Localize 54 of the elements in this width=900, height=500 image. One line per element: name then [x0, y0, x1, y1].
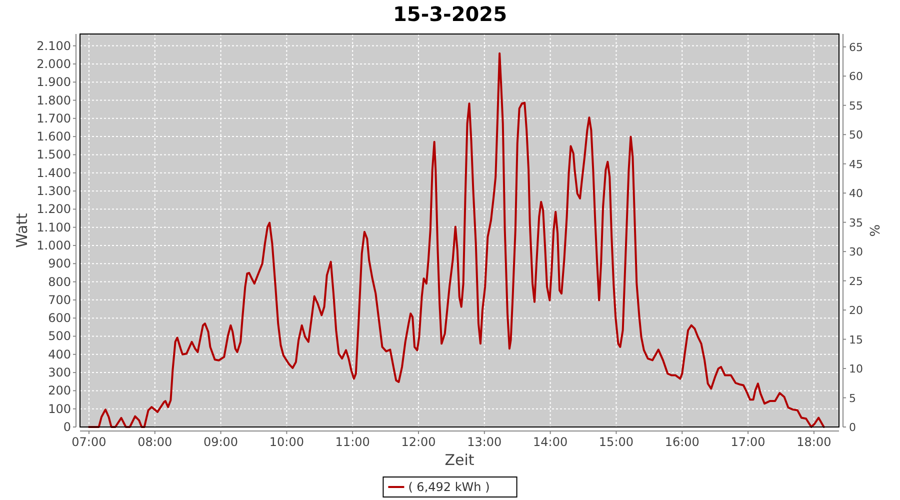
y2-tick-label: 0 [849, 421, 856, 434]
x-tick-label: 17:00 [730, 435, 766, 449]
y-tick-label: 500 [48, 329, 71, 344]
chart-title: 15-3-2025 [392, 2, 508, 26]
x-tick-label: 13:00 [467, 435, 502, 449]
y2-tick-label: 35 [849, 216, 863, 230]
y-tick-label: 300 [48, 366, 71, 380]
y-tick-label: 1.700 [36, 111, 71, 126]
y2-tick-label: 55 [849, 99, 863, 112]
y2-tick-label: 20 [849, 304, 863, 318]
x-tick-label: 09:00 [203, 435, 238, 449]
y-tick-label: 1.900 [36, 75, 71, 90]
x-tick-label: 10:00 [269, 435, 304, 449]
y2-tick-label: 50 [849, 128, 863, 142]
line-series [88, 52, 825, 428]
y-tick-label: 700 [48, 292, 71, 307]
y-tick-label: 2.000 [36, 56, 71, 71]
y-tick-label: 200 [48, 384, 71, 398]
y-tick-label: 1.400 [36, 166, 71, 180]
y-tick-label: 1.300 [36, 184, 71, 198]
y2-axis-title: % [866, 224, 881, 237]
y-tick-label: 1.100 [36, 220, 71, 234]
x-tick-label: 12:00 [401, 435, 436, 449]
y-tick-label: 100 [48, 402, 71, 416]
y2-tick-label: 65 [849, 40, 863, 54]
x-tick-label: 15:00 [598, 435, 634, 449]
y-tick-label: 900 [48, 256, 71, 271]
y-tick-label: 0 [63, 420, 71, 434]
y-tick-label: 1.200 [36, 202, 71, 216]
y-tick-label: 1.600 [36, 130, 71, 144]
y-tick-label: 600 [48, 311, 71, 326]
y-axis-title: Watt [13, 212, 31, 248]
y2-tick-label: 25 [849, 274, 863, 288]
y2-tick-label: 10 [849, 362, 863, 376]
y-tick-label: 2.100 [36, 38, 71, 53]
x-tick-label: 07:00 [72, 435, 106, 449]
x-tick-label: 08:00 [138, 435, 172, 449]
y2-tick-label: 60 [849, 70, 863, 84]
x-tick-label: 11:00 [335, 435, 370, 449]
x-tick-label: 16:00 [664, 435, 700, 449]
legend-label: ( 6,492 kWh ) [408, 480, 490, 494]
y2-tick-label: 15 [849, 333, 863, 346]
y-tick-label: 400 [48, 347, 71, 362]
y-tick-label: 1.800 [36, 93, 71, 108]
y2-tick-label: 45 [849, 158, 863, 171]
y2-tick-label: 40 [849, 187, 863, 200]
y2-tick-label: 5 [849, 392, 856, 405]
y-tick-label: 1.000 [36, 238, 71, 252]
y2-tick-label: 30 [849, 246, 863, 259]
y-tick-label: 1.500 [36, 148, 71, 162]
y-tick-label: 800 [48, 274, 71, 289]
x-tick-label: 14:00 [533, 435, 568, 449]
x-axis-title: Zeit [444, 451, 474, 469]
x-tick-label: 18:00 [796, 435, 832, 449]
